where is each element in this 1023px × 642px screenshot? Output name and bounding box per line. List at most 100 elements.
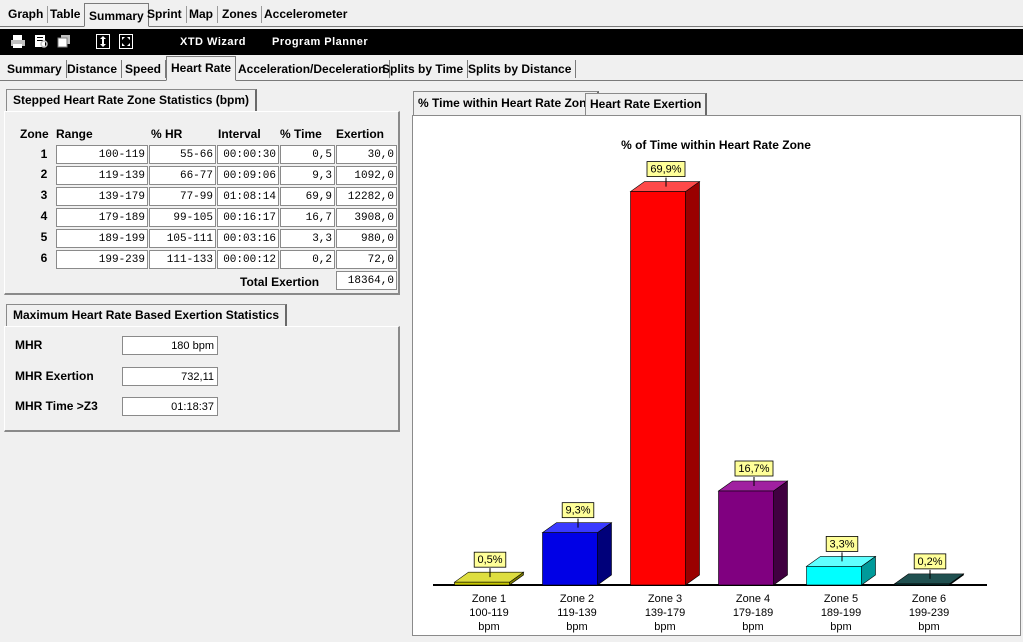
total-exertion-value: 18364,0 <box>336 271 397 290</box>
chart-panel: % of Time within Heart Rate Zone 0,5% Zon… <box>412 115 1021 636</box>
exertion-cell: 3908,0 <box>336 208 397 227</box>
data-label: 0,2% <box>917 556 942 568</box>
hr-cell: 66-77 <box>149 166 216 185</box>
hr-cell: 111-133 <box>149 250 216 269</box>
tab-map[interactable]: Map <box>185 6 218 23</box>
header-zone: Zone <box>20 127 49 141</box>
bar <box>542 532 598 586</box>
time-cell: 0,2 <box>280 250 335 269</box>
fit-all-icon[interactable] <box>118 34 134 49</box>
category-unit-label: bpm <box>830 621 851 633</box>
zone-number: 4 <box>40 209 48 223</box>
zone-stats-title: Stepped Heart Rate Zone Statistics (bpm) <box>6 89 258 111</box>
header-time: % Time <box>280 127 322 141</box>
time-cell: 0,5 <box>280 145 335 164</box>
subtab-splits-by-distance[interactable]: Splits by Distance <box>464 60 577 78</box>
subtab-distance[interactable]: Distance <box>63 60 123 78</box>
zone-stats-panel <box>4 111 400 295</box>
bar <box>718 490 774 586</box>
zone-number: 3 <box>40 188 48 202</box>
hr-cell: 99-105 <box>149 208 216 227</box>
data-label: 69,9% <box>650 164 681 176</box>
category-range-label: 139-179 <box>645 607 685 619</box>
xtd-wizard-button[interactable]: XTD Wizard <box>180 36 247 48</box>
header-exertion: Exertion <box>336 127 385 141</box>
tab-graph[interactable]: Graph <box>4 6 49 23</box>
bar-side <box>773 480 788 586</box>
chart-title: % of Time within Heart Rate Zone <box>621 138 811 152</box>
time-cell: 3,3 <box>280 229 335 248</box>
header-range: Range <box>56 127 93 141</box>
bars-group: 0,5% Zone 1 100-119 bpm 9,3% Zone 2 119-139 bpm… <box>453 161 965 633</box>
tab-table[interactable]: Table <box>46 6 86 23</box>
category-label: Zone 5 <box>824 593 858 605</box>
bar <box>630 191 686 586</box>
category-unit-label: bpm <box>566 621 587 633</box>
total-exertion-label: Total Exertion <box>240 275 320 289</box>
exertion-cell: 30,0 <box>336 145 397 164</box>
category-label: Zone 2 <box>560 593 594 605</box>
range-cell: 179-189 <box>56 208 148 227</box>
time-cell: 9,3 <box>280 166 335 185</box>
mhr-exertion-field: 732,11 <box>122 367 218 386</box>
category-range-label: 189-199 <box>821 607 861 619</box>
hr-cell: 105-111 <box>149 229 216 248</box>
range-cell: 139-179 <box>56 187 148 206</box>
mhr-stats-title: Maximum Heart Rate Based Exertion Statis… <box>6 304 288 326</box>
time-in-zone-chart: % of Time within Heart Rate Zone 0,5% Zon… <box>433 138 987 633</box>
copy-icon[interactable] <box>56 34 72 49</box>
subtab-summary[interactable]: Summary <box>3 60 67 78</box>
tab-summary[interactable]: Summary <box>84 3 149 27</box>
category-label: Zone 3 <box>648 593 682 605</box>
tab-zones[interactable]: Zones <box>218 6 263 23</box>
range-cell: 199-239 <box>56 250 148 269</box>
exertion-cell: 72,0 <box>336 250 397 269</box>
subtab-splits-by-time[interactable]: Splits by Time <box>378 60 469 78</box>
zone-number: 5 <box>40 230 48 244</box>
mhr-exertion-label: MHR Exertion <box>15 369 94 383</box>
category-label: Zone 4 <box>736 593 770 605</box>
zone-number: 6 <box>40 251 48 265</box>
bar <box>806 566 862 586</box>
interval-cell: 00:09:06 <box>217 166 279 185</box>
data-label: 3,3% <box>829 538 854 550</box>
print-preview-icon[interactable] <box>33 34 49 49</box>
interval-cell: 00:03:16 <box>217 229 279 248</box>
tab-accelerometer[interactable]: Accelerometer <box>264 7 348 21</box>
data-label-box <box>825 536 859 552</box>
hr-cell: 77-99 <box>149 187 216 206</box>
mhr-field: 180 bpm <box>122 336 218 355</box>
summary-subtabs: Summary Distance Speed Heart Rate Accele… <box>0 56 1023 81</box>
data-label-box <box>646 161 686 177</box>
subtab-heart-rate[interactable]: Heart Rate <box>166 56 237 81</box>
zone-number: 2 <box>40 167 48 181</box>
range-cell: 189-199 <box>56 229 148 248</box>
data-label: 16,7% <box>738 463 769 475</box>
category-unit-label: bpm <box>654 621 675 633</box>
program-planner-button[interactable]: Program Planner <box>272 36 369 48</box>
mhr-time-label: MHR Time >Z3 <box>15 399 98 413</box>
data-label-box <box>913 553 947 570</box>
mhr-label: MHR <box>15 338 43 352</box>
interval-cell: 00:00:30 <box>217 145 279 164</box>
data-label-box <box>561 502 595 519</box>
subtab-acceleration-deceleration[interactable]: Acceleration/Deceleration <box>234 60 391 78</box>
time-cell: 69,9 <box>280 187 335 206</box>
tab-percent-time[interactable]: % Time within Heart Rate Zone <box>413 91 600 116</box>
data-label-box <box>734 460 774 477</box>
subtab-speed[interactable]: Speed <box>121 60 167 78</box>
zone-number: 1 <box>40 147 48 161</box>
time-cell: 16,7 <box>280 208 335 227</box>
bar-side <box>597 522 612 586</box>
category-unit-label: bpm <box>742 621 763 633</box>
print-icon[interactable] <box>10 34 26 49</box>
interval-cell: 01:08:14 <box>217 187 279 206</box>
range-cell: 100-119 <box>56 145 148 164</box>
data-label: 0,5% <box>477 554 502 566</box>
tab-sprint[interactable]: Sprint <box>143 6 187 23</box>
data-label: 9,3% <box>565 505 590 517</box>
category-range-label: 119-139 <box>557 607 597 619</box>
fit-height-icon[interactable] <box>95 34 111 49</box>
tab-heart-rate-exertion[interactable]: Heart Rate Exertion <box>585 93 708 115</box>
category-unit-label: bpm <box>478 621 499 633</box>
